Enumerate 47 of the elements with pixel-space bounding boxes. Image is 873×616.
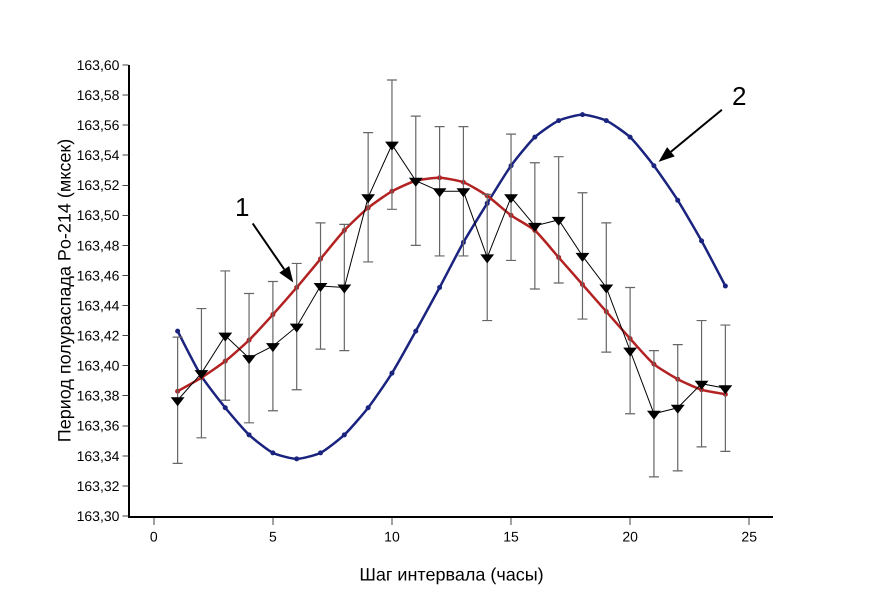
y-tick-label: 163,42 [76,328,120,344]
y-tick-label: 163,56 [76,117,120,134]
y-tick-label: 163,58 [76,86,120,103]
point [580,112,585,118]
y-tick-label: 163,48 [76,237,120,254]
point [413,328,418,334]
point [699,238,704,244]
point [722,283,728,288]
text: 1 [235,192,250,222]
point [246,432,252,438]
point [389,370,394,376]
x-tick-label: 0 [150,528,158,545]
y-tick-label: 163,38 [76,388,120,404]
point [175,328,180,334]
point [651,163,656,168]
point [342,432,347,438]
point [675,198,680,203]
point [628,134,633,140]
y-tick-label: 163,30 [76,508,120,524]
x-tick-label: 10 [384,528,400,545]
y-axis-title: Период полураспада Po-214 (мксек) [54,138,75,442]
y-tick-label: 163,36 [76,418,120,434]
y-tick-label: 163,54 [76,147,120,164]
point [366,405,371,410]
point [556,118,562,124]
point [222,405,228,410]
y-tick-label: 163,32 [76,478,120,494]
point [532,134,538,140]
point [604,118,609,124]
x-tick-label: 25 [741,528,758,545]
point [294,456,300,462]
y-tick-label: 163,44 [76,297,120,314]
x-tick-label: 15 [503,528,520,545]
line-series [175,112,728,462]
point [318,450,324,456]
y-tick-label: 163,52 [76,177,120,194]
y-tick-label: 163,50 [76,207,120,224]
y-tick-label: 163,40 [76,358,120,374]
point [437,284,442,290]
y-tick-label: 163,34 [76,448,120,464]
x-tick-label: 5 [268,528,277,545]
point [270,450,276,456]
x-axis-title: Шаг интервала (часы) [359,564,544,584]
x-tick-label: 20 [622,528,638,545]
y-tick-label: 163,46 [76,267,120,284]
text: 2 [732,81,746,111]
y-tick-label: 163,60 [76,56,120,73]
